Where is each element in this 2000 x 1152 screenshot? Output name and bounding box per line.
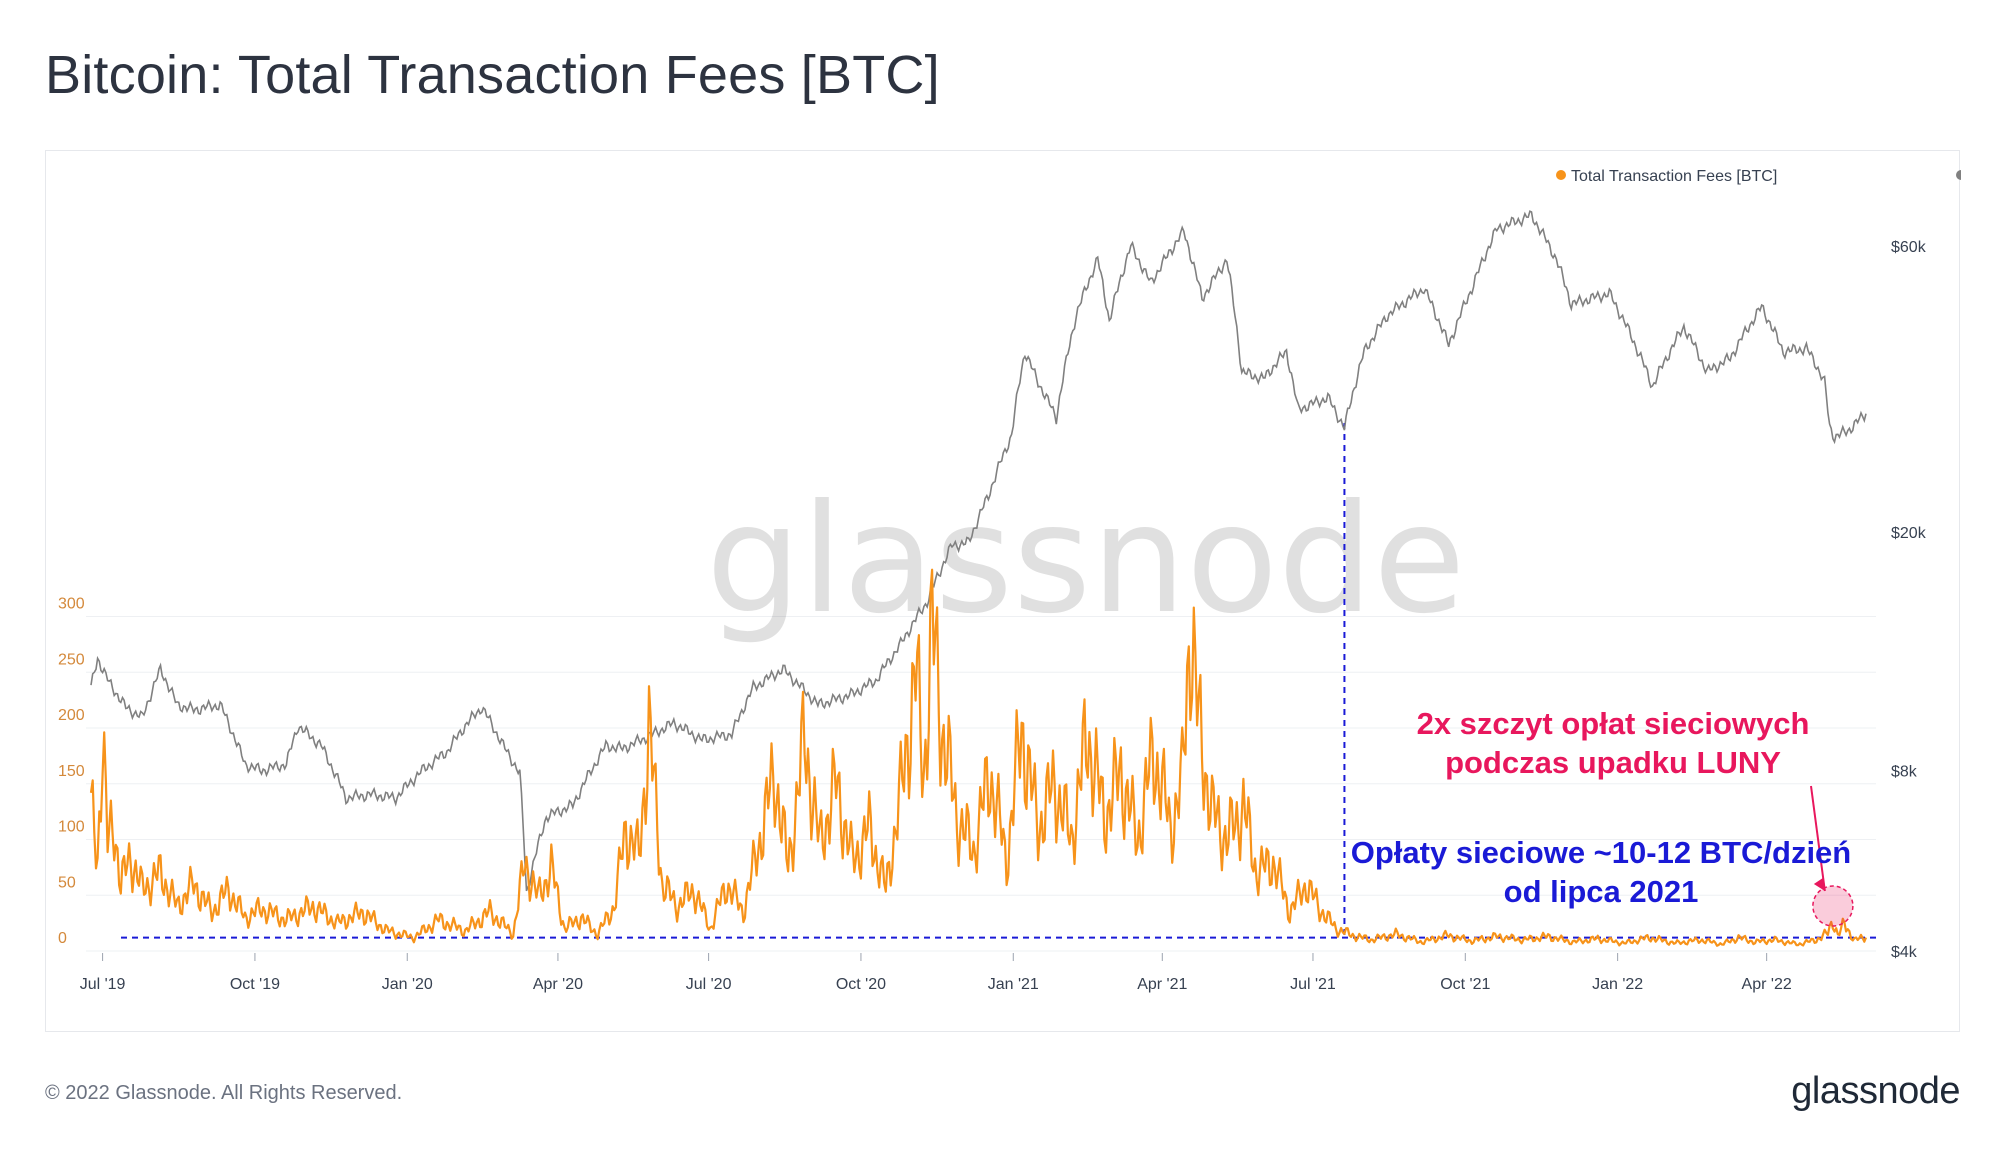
- annotation-text: podczas upadku LUNY: [1445, 745, 1781, 780]
- annotation-text: Opłaty sieciowe ~10-12 BTC/dzień: [1351, 835, 1851, 870]
- x-tick-label: Jan '20: [382, 976, 433, 993]
- x-tick-label: Oct '20: [836, 976, 886, 993]
- legend-dot-icon: [1956, 170, 1961, 180]
- y-right-tick-label: $4k: [1891, 944, 1918, 961]
- chart-container: glassnode 0 50 100 150 200 250 300 $4k $8k $20k $6…: [45, 150, 1961, 1032]
- legend[interactable]: Total Transaction Fees [BTC] Price [USD]: [1556, 168, 1961, 185]
- x-tick-label: Jul '21: [1290, 976, 1336, 993]
- x-tick-label: Apr '22: [1742, 976, 1792, 993]
- y-left-tick-label: 200: [58, 707, 85, 724]
- watermark-text: glassnode: [706, 473, 1465, 647]
- x-tick-label: Oct '19: [230, 976, 280, 993]
- y-left-tick-label: 0: [58, 930, 67, 947]
- glassnode-logo[interactable]: glassnode: [1791, 1070, 1960, 1112]
- y-left-tick-label: 150: [58, 763, 85, 780]
- y-right-tick-label: $60k: [1891, 239, 1927, 256]
- peak-highlight-circle: [1812, 885, 1854, 927]
- y-left-tick-label: 250: [58, 651, 85, 668]
- annotation-text: 2x szczyt opłat sieciowych: [1417, 706, 1810, 741]
- annotation-arrow-head: [1813, 878, 1825, 891]
- axes: 0 50 100 150 200 250 300 $4k $8k $20k $60k Jul '19 O…: [58, 239, 1927, 993]
- x-tick-label: Jan '21: [988, 976, 1039, 993]
- y-left-tick-label: 300: [58, 596, 85, 613]
- chart-canvas: glassnode 0 50 100 150 200 250 300 $4k $8k $20k $6…: [58, 168, 1961, 993]
- x-tick-label: Apr '21: [1137, 976, 1187, 993]
- x-tick-label: Jan '22: [1592, 976, 1643, 993]
- plot-area: [89, 210, 1868, 947]
- legend-item[interactable]: Price [USD]: [1956, 168, 1961, 185]
- x-tick-label: Oct '21: [1440, 976, 1490, 993]
- price-series-line: [90, 210, 1867, 892]
- annotations: 2x szczyt opłat sieciowych podczas upadku…: [1351, 706, 1854, 927]
- annotation-text: od lipca 2021: [1504, 874, 1699, 909]
- copyright-text: © 2022 Glassnode. All Rights Reserved.: [45, 1082, 403, 1104]
- page-title: Bitcoin: Total Transaction Fees [BTC]: [45, 45, 940, 105]
- x-tick-label: Jul '20: [686, 976, 732, 993]
- grid-lines: [86, 616, 1876, 952]
- guide-lines: [121, 423, 1876, 939]
- legend-item[interactable]: Total Transaction Fees [BTC]: [1556, 168, 1777, 185]
- fees-series-line: [89, 568, 1868, 947]
- y-left-tick-label: 50: [58, 874, 76, 891]
- legend-dot-icon: [1556, 170, 1566, 180]
- x-tick-label: Jul '19: [80, 976, 126, 993]
- y-right-tick-label: $8k: [1891, 764, 1918, 781]
- x-tick-label: Apr '20: [533, 976, 583, 993]
- y-left-tick-label: 100: [58, 819, 85, 836]
- annotation-arrow-line: [1810, 785, 1826, 892]
- y-right-tick-label: $20k: [1891, 525, 1927, 542]
- legend-label: Total Transaction Fees [BTC]: [1571, 168, 1777, 185]
